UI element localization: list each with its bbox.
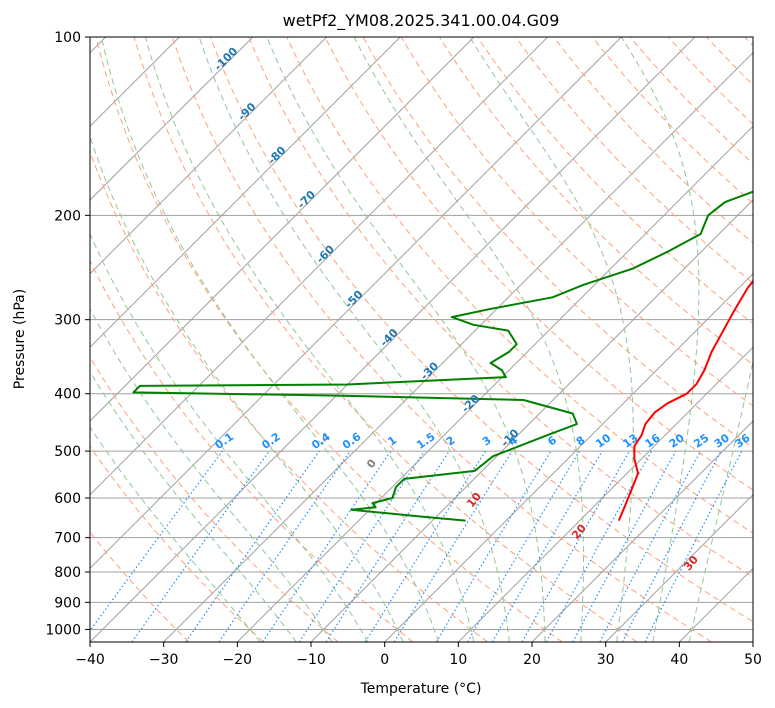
mixing-ratio-line xyxy=(491,450,603,642)
moist-adiabat-line xyxy=(100,37,439,642)
moist-adiabat-line xyxy=(198,37,510,642)
dry-adiabat-line xyxy=(210,37,753,623)
x-axis: −40 −30 −20 −10 0 10 20 30 40 50 xyxy=(75,642,762,668)
dry-adiabat-line xyxy=(324,37,753,491)
mixing-ratio-line xyxy=(572,450,677,642)
isotherm-line xyxy=(236,125,753,642)
isotherm-line xyxy=(90,37,401,349)
y-tick-label: 600 xyxy=(54,491,81,507)
mixing-ratio-line xyxy=(364,450,486,642)
dry-adiabat-line xyxy=(90,445,264,642)
moist-adiabat-line xyxy=(90,232,369,642)
moist-adiabat-line xyxy=(688,359,753,642)
dewpoint-profile-line xyxy=(132,190,753,522)
dry-adiabat-line xyxy=(171,37,712,642)
y-tick-label: 300 xyxy=(54,313,81,329)
mixing-ratio-line xyxy=(435,450,552,642)
dry-adiabat-line xyxy=(95,37,563,642)
mixing-ratio-line xyxy=(218,450,351,642)
y-tick-label: 700 xyxy=(54,531,81,547)
isotherm-line xyxy=(90,37,696,642)
isotherm-line xyxy=(90,37,254,201)
x-tick-label: −10 xyxy=(296,652,326,668)
isotherm-line xyxy=(90,37,328,275)
y-tick-label: 200 xyxy=(54,208,81,224)
dry-adiabat-line xyxy=(133,37,638,642)
moist-adiabat-line xyxy=(90,370,297,642)
moist-adiabat-line xyxy=(144,37,475,642)
isotherm-line xyxy=(90,37,475,422)
moist-adiabat-line xyxy=(90,426,261,642)
y-tick-label: 500 xyxy=(54,444,81,460)
x-tick-label: −20 xyxy=(223,652,253,668)
isotherm-line xyxy=(90,37,622,570)
moist-adiabat-line xyxy=(90,135,404,642)
isotherm-line xyxy=(163,51,753,642)
x-tick-label: 10 xyxy=(449,652,467,668)
x-tick-label: 40 xyxy=(670,652,688,668)
dry-adiabat-line xyxy=(90,259,414,642)
moist-adiabat-line xyxy=(353,37,584,642)
y-axis: 100 200 300 400 500 600 700 800 900 1000 xyxy=(45,30,90,638)
background-lines xyxy=(90,37,753,642)
x-tick-label: 30 xyxy=(597,652,615,668)
x-tick-label: 20 xyxy=(523,652,541,668)
moist-adiabat-line xyxy=(90,307,333,642)
x-tick-label: −30 xyxy=(149,652,179,668)
y-tick-label: 1000 xyxy=(45,622,81,638)
mixing-ratio-line xyxy=(131,450,270,642)
y-tick-label: 400 xyxy=(54,387,81,403)
mixing-ratio-line xyxy=(185,450,320,642)
plot-frame xyxy=(89,36,754,643)
profile-lines xyxy=(132,190,753,522)
isotherm-line xyxy=(605,493,753,642)
dry-adiabat-line xyxy=(477,37,753,325)
y-tick-label: 100 xyxy=(54,30,81,46)
chart-title: wetPf2_YM08.2025.341.00.04.G09 xyxy=(283,11,560,31)
mixing-ratio-line xyxy=(325,450,450,642)
isotherm-line xyxy=(90,37,549,496)
moist-adiabat-line xyxy=(266,37,546,642)
dry-adiabat-line xyxy=(591,37,753,204)
x-tick-label: −40 xyxy=(75,652,105,668)
x-tick-label: 50 xyxy=(744,652,762,668)
isotherm-line xyxy=(384,272,753,642)
y-tick-label: 800 xyxy=(54,565,81,581)
dry-adiabat-line xyxy=(400,37,753,407)
y-axis-title: Pressure (hPa) xyxy=(12,289,28,389)
moist-adiabat-line xyxy=(620,37,700,642)
mixing-ratio-line xyxy=(466,450,580,642)
dry-adiabat-line xyxy=(362,37,753,449)
mixing-ratio-line xyxy=(521,450,631,642)
dry-adiabat-line xyxy=(248,37,753,578)
isotherm-line xyxy=(457,346,753,642)
isotherm-line xyxy=(531,420,753,642)
dry-adiabat-line xyxy=(629,37,753,165)
y-tick-label: 900 xyxy=(54,595,81,611)
mixing-ratio-line xyxy=(393,450,513,642)
temperature-profile-line xyxy=(617,279,753,521)
x-tick-label: 0 xyxy=(380,652,389,668)
dry-adiabat-line xyxy=(515,37,753,284)
x-axis-title: Temperature (°C) xyxy=(360,681,482,697)
